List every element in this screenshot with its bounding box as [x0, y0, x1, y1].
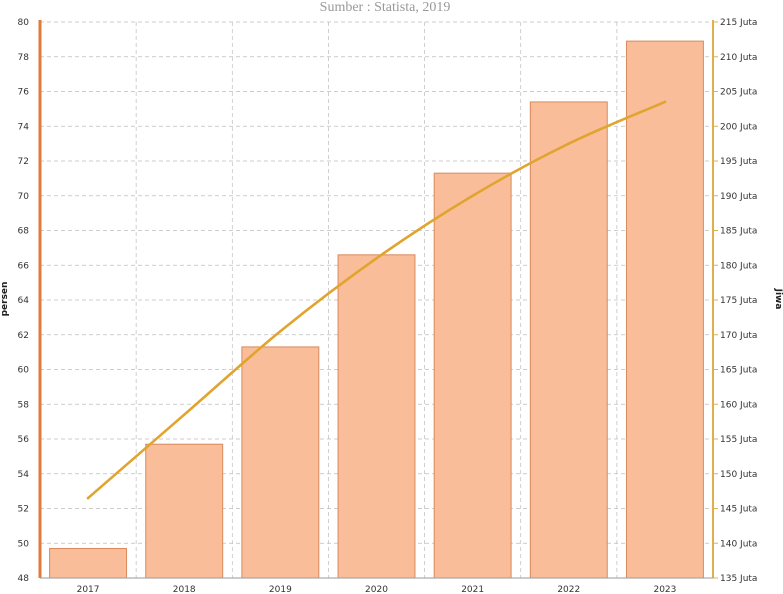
y-left-tick-label: 76 [18, 88, 30, 98]
x-tick-label-2022: 2022 [557, 585, 580, 594]
bar-2021 [433, 172, 512, 579]
line-point-2017 [86, 496, 90, 500]
y-right-tick-label: 185 Juta [720, 227, 757, 237]
y-left-tick-label: 80 [18, 18, 30, 28]
y-right-tick-label: 205 Juta [720, 88, 757, 98]
line-point-2022 [567, 142, 571, 145]
line-layer [86, 100, 667, 500]
y-right-tick-label: 160 Juta [720, 400, 757, 410]
line-point-2019 [279, 329, 282, 333]
line-point-2021 [471, 194, 474, 198]
axes-layer: 48 50 52 54 56 58 60 62 64 66 68 70 72 74 76 78 80 135 Ju… [18, 18, 758, 594]
y-right-tick-label: 150 Juta [720, 470, 757, 480]
y-left-tick-label: 70 [18, 192, 30, 202]
y-left-tick-label: 60 [18, 366, 30, 376]
y-right-tick-label: 135 Juta [720, 574, 757, 584]
y-left-tick-label: 64 [18, 296, 30, 306]
y-left-tick-label: 50 [18, 539, 30, 549]
y-right-tick-label: 180 Juta [720, 261, 757, 271]
y-left-tick-label: 58 [18, 400, 30, 410]
x-tick-label-2019: 2019 [269, 585, 292, 594]
y-right-tick-label: 200 Juta [720, 122, 757, 132]
y-right-tick-label: 140 Juta [720, 539, 757, 549]
y-left-tick-label: 68 [18, 227, 30, 237]
y-left-tick-label: 78 [18, 53, 30, 63]
y-left-tick-label: 66 [18, 261, 30, 271]
y-left-tick-label: 54 [18, 470, 30, 480]
y-left-tick-label: 72 [18, 157, 29, 167]
x-tick-label-2018: 2018 [173, 585, 196, 594]
y-right-tick-label: 170 Juta [720, 331, 757, 341]
bar-2022 [529, 101, 608, 579]
y-right-tick-label: 190 Juta [720, 192, 757, 202]
y-axis-right-title: Jiwa [773, 288, 783, 310]
x-tick-label-2020: 2020 [365, 585, 388, 594]
x-tick-label-2021: 2021 [461, 585, 484, 594]
y-right-tick-label: 155 Juta [720, 435, 757, 445]
chart-subtitle: Sumber : Statista, 2019 [320, 0, 451, 15]
x-tick-label-2023: 2023 [653, 585, 676, 594]
line-point-2023 [663, 100, 667, 104]
y-right-tick-label: 195 Juta [720, 157, 757, 167]
y-right-tick-label: 175 Juta [720, 296, 757, 306]
y-left-tick-label: 62 [18, 331, 29, 341]
x-tick-label-2017: 2017 [77, 585, 100, 594]
bars-layer [49, 40, 704, 579]
y-right-tick-label: 210 Juta [720, 53, 757, 63]
bar-2023 [625, 40, 704, 579]
y-axis-left-title: persen [0, 282, 10, 317]
y-right-tick-label: 165 Juta [720, 366, 757, 376]
y-left-tick-label: 56 [18, 435, 30, 445]
bar-2018 [145, 443, 224, 579]
y-right-tick-label: 145 Juta [720, 505, 757, 515]
line-point-2020 [375, 257, 378, 260]
bar-2017 [49, 547, 128, 579]
y-right-tick-label: 215 Juta [720, 18, 757, 28]
bar-2019 [241, 346, 320, 579]
line-point-2018 [182, 413, 186, 416]
y-left-tick-label: 48 [18, 574, 30, 584]
y-left-tick-label: 52 [18, 505, 29, 515]
bar-2020 [337, 254, 416, 579]
y-left-tick-label: 74 [18, 122, 30, 132]
